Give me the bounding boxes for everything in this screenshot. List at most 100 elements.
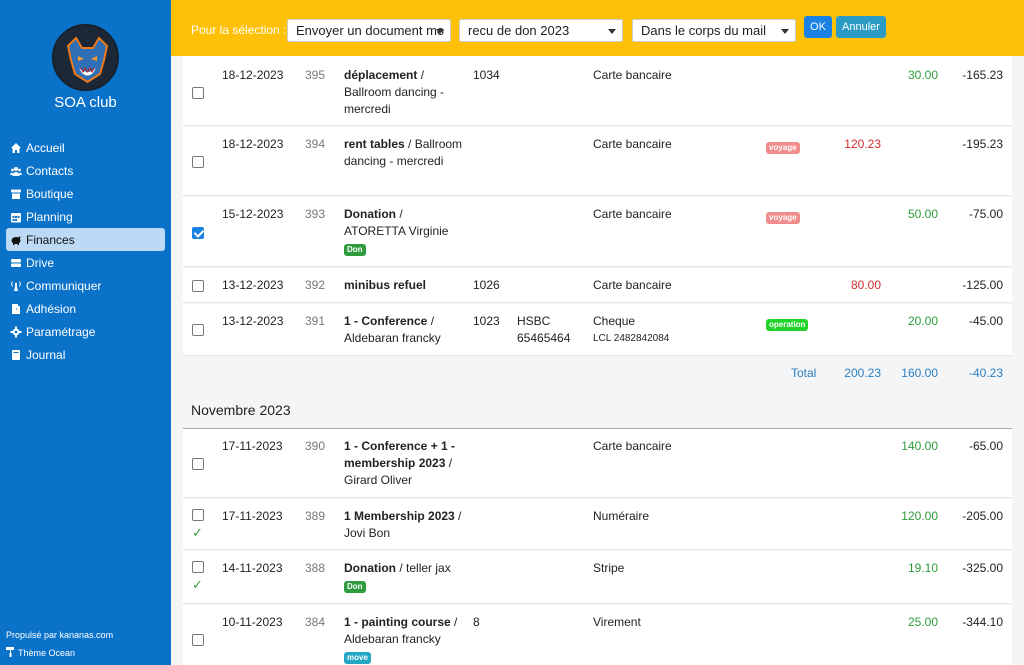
chevron-down-icon [436, 29, 444, 34]
row-detail: ATORETTA Virginie [344, 224, 449, 238]
club-name: SOA club [54, 94, 117, 111]
sidebar-menu: Accueil Contacts Boutique Planning Finan… [6, 136, 165, 366]
table-row[interactable]: ✓ 17-11-2023 389 1 Membership 2023 / Jov… [183, 499, 1012, 550]
paint-roller-icon [6, 647, 15, 659]
sidebar-item-accueil[interactable]: Accueil [6, 136, 165, 159]
category-tag: operation [766, 319, 809, 331]
row-cheque-number: 1034 [473, 68, 500, 82]
row-description[interactable]: Donation / teller jax Don [344, 561, 451, 593]
table-row[interactable]: 15-12-2023 393 Donation / ATORETTA Virgi… [183, 197, 1012, 267]
row-checkbox[interactable] [192, 227, 204, 239]
row-payment-method: Stripe [593, 561, 625, 575]
sidebar-item-label: Journal [26, 347, 66, 362]
piggy-bank-icon [9, 233, 23, 247]
sidebar-item-boutique[interactable]: Boutique [6, 182, 165, 205]
row-number: 392 [305, 278, 326, 292]
row-detail: Aldebaran francky [344, 331, 441, 345]
row-credit: 140.00 [901, 439, 938, 453]
row-checkbox[interactable] [192, 280, 204, 292]
row-debit: 120.23 [844, 137, 881, 151]
row-detail: Aldebaran francky [344, 632, 441, 646]
row-balance: -325.00 [962, 561, 1003, 575]
row-date: 18-12-2023 [222, 137, 284, 151]
row-checkbox[interactable] [192, 324, 204, 336]
row-description[interactable]: déplacement / Ballroom dancing - mercred… [344, 68, 445, 116]
row-checkbox[interactable] [192, 156, 204, 168]
row-description[interactable]: 1 Membership 2023 / Jovi Bon [344, 509, 462, 540]
row-number: 389 [305, 509, 326, 523]
row-description[interactable]: Donation / ATORETTA Virginie Don [344, 207, 449, 256]
cancel-button[interactable]: Annuler [836, 16, 886, 38]
sidebar-item-journal[interactable]: Journal [6, 343, 165, 366]
table-row[interactable]: 10-11-2023 384 1 - painting course / Ald… [183, 605, 1012, 665]
sidebar-item-label: Boutique [26, 186, 74, 201]
row-checkbox[interactable] [192, 458, 204, 470]
club-logo[interactable] [52, 24, 119, 91]
row-balance: -165.23 [962, 68, 1003, 82]
sidebar-item-contacts[interactable]: Contacts [6, 159, 165, 182]
row-checkbox[interactable] [192, 509, 204, 521]
sidebar-item-label: Finances [26, 232, 75, 247]
sidebar-item-planning[interactable]: Planning [6, 205, 165, 228]
row-detail: Ballroom dancing - mercredi [344, 85, 445, 116]
row-date: 18-12-2023 [222, 68, 284, 82]
row-checkbox[interactable] [192, 87, 204, 99]
theme-link[interactable]: Thème Ocean [6, 647, 75, 659]
sidebar-item-label: Drive [26, 255, 55, 270]
row-credit: 20.00 [907, 314, 938, 328]
row-credit: 30.00 [907, 68, 938, 82]
check-icon: ✓ [192, 577, 203, 592]
row-category: operation [766, 315, 809, 332]
ok-button[interactable]: OK [804, 16, 832, 38]
total-debit: 200.23 [844, 366, 881, 380]
row-cheque-number: 8 [473, 615, 480, 629]
row-checkbox[interactable] [192, 561, 204, 573]
powered-by-link[interactable]: Propulsé par kananas.com [6, 630, 114, 640]
sidebar-item-drive[interactable]: Drive [6, 251, 165, 274]
row-credit: 50.00 [907, 207, 938, 221]
gear-icon [9, 325, 23, 339]
table-row[interactable]: ✓ 14-11-2023 388 Donation / teller jax Do… [183, 551, 1012, 604]
theme-label: Thème Ocean [18, 648, 76, 658]
row-balance: -205.00 [962, 509, 1003, 523]
row-title: 1 - Conference + 1 - membership 2023 [344, 439, 456, 470]
row-category: voyage [766, 138, 800, 155]
row-title: déplacement [344, 68, 418, 82]
sidebar-item-parametrage[interactable]: Paramétrage [6, 320, 165, 343]
row-number: 384 [305, 615, 326, 629]
row-title: rent tables [344, 137, 405, 151]
row-credit: 19.10 [907, 561, 938, 575]
sidebar-item-adhesion[interactable]: Adhésion [6, 297, 165, 320]
sidebar-item-communiquer[interactable]: Communiquer [6, 274, 165, 297]
chevron-down-icon [608, 29, 616, 34]
transactions-list: 18-12-2023 395 déplacement / Ballroom da… [183, 56, 1012, 665]
table-row[interactable]: 17-11-2023 390 1 - Conference + 1 - memb… [183, 429, 1012, 498]
document-select[interactable]: recu de don 2023 [459, 19, 623, 42]
table-row[interactable]: 18-12-2023 394 rent tables / Ballroom da… [183, 127, 1012, 196]
row-date: 14-11-2023 [222, 561, 283, 575]
selection-toolbar: Pour la sélection : Envoyer un document … [171, 0, 1024, 56]
method-name: Cheque [593, 314, 636, 328]
table-row[interactable]: 18-12-2023 395 déplacement / Ballroom da… [183, 56, 1012, 126]
action-select[interactable]: Envoyer un document mo [287, 19, 451, 42]
row-date: 10-11-2023 [222, 615, 283, 629]
category-tag: move [344, 652, 371, 664]
row-date: 13-12-2023 [222, 278, 284, 292]
row-number: 388 [305, 561, 326, 575]
table-row[interactable]: 13-12-2023 391 1 - Conference / Aldebara… [183, 304, 1012, 356]
row-description[interactable]: 1 - Conference + 1 - membership 2023 / G… [344, 439, 456, 487]
row-detail: Girard Oliver [344, 473, 413, 487]
row-description[interactable]: rent tables / Ballroom dancing - mercred… [344, 137, 463, 168]
row-checkbox[interactable] [192, 634, 204, 646]
row-bank: HSBC 65465464 [517, 314, 571, 345]
row-description[interactable]: 1 - Conference / Aldebaran francky [344, 314, 441, 345]
row-debit: 80.00 [850, 278, 881, 292]
table-row[interactable]: 13-12-2023 392 minibus refuel 1026 Carte… [183, 268, 1012, 303]
row-description[interactable]: minibus refuel [344, 277, 464, 294]
category-tag: voyage [766, 212, 800, 224]
sidebar-item-finances[interactable]: Finances [6, 228, 165, 251]
row-description[interactable]: 1 - painting course / Aldebaran francky m… [344, 615, 458, 664]
placement-select[interactable]: Dans le corps du mail [632, 19, 796, 42]
placement-select-value: Dans le corps du mail [641, 23, 766, 38]
row-date: 13-12-2023 [222, 314, 284, 328]
